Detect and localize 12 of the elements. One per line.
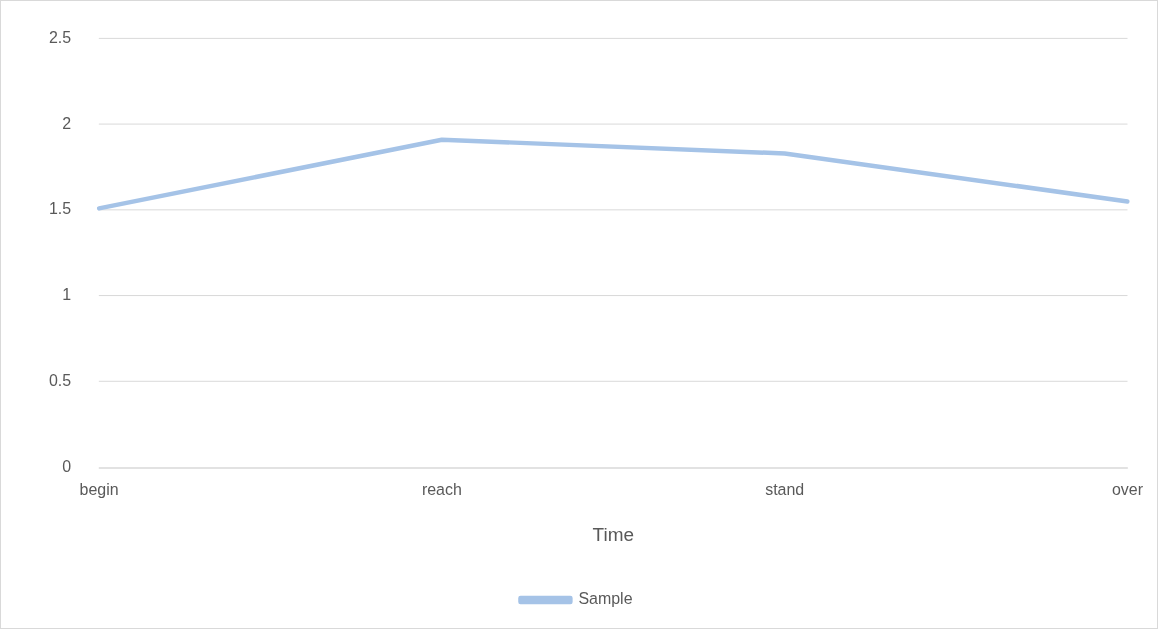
- y-tick-label: 0.5: [48, 372, 72, 390]
- y-tick-label: 1: [62, 286, 72, 304]
- x-tick-label: begin: [79, 481, 119, 499]
- y-tick-label: 1.5: [48, 200, 72, 218]
- x-axis-title: Time: [592, 524, 634, 546]
- y-tick-label: 0: [62, 457, 72, 475]
- legend-label: Sample: [578, 590, 633, 608]
- x-tick-label: over: [1111, 481, 1144, 499]
- y-tick-label: 2.5: [48, 28, 72, 46]
- y-tick-label: 2: [62, 114, 72, 132]
- x-tick-label: reach: [421, 481, 462, 499]
- x-tick-label: stand: [765, 481, 805, 499]
